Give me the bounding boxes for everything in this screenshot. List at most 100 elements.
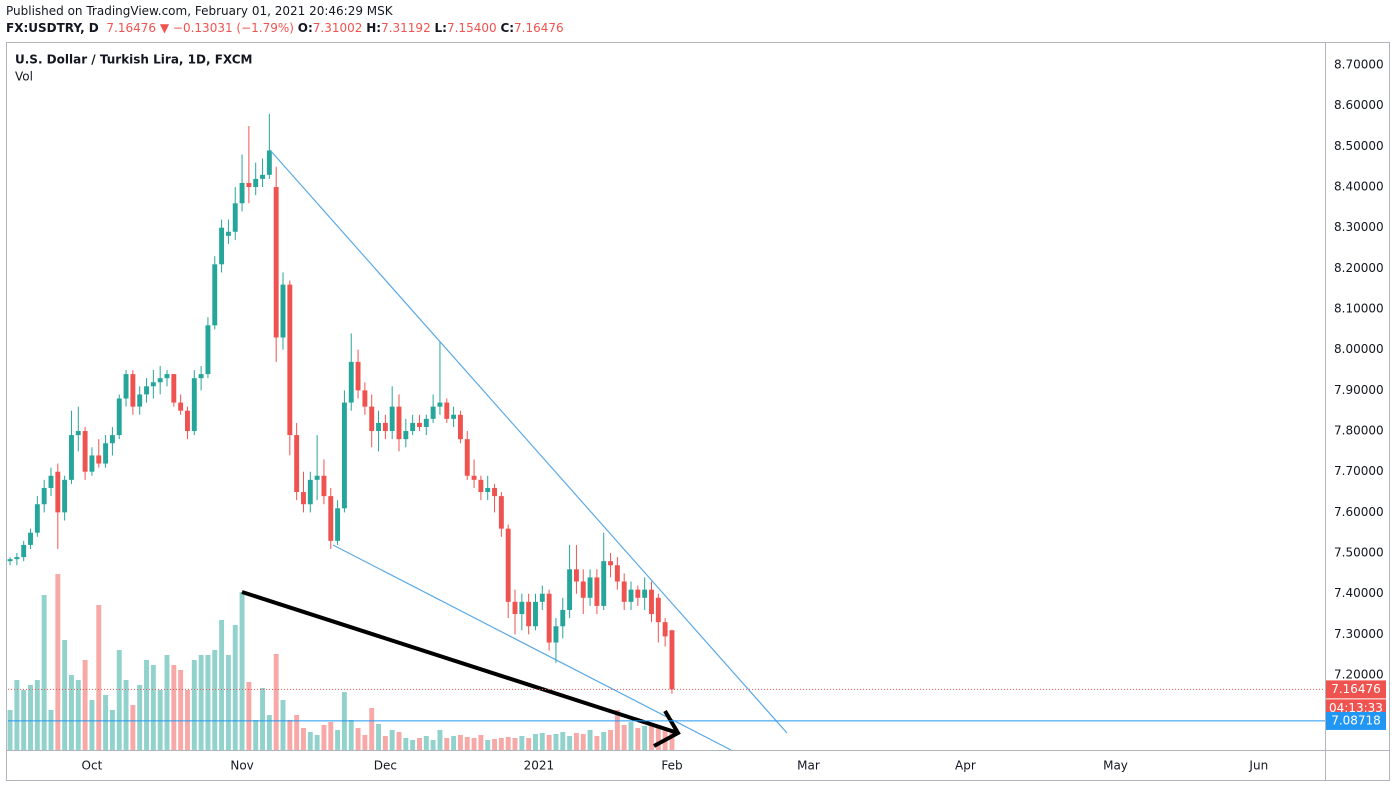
volume-bar	[328, 722, 334, 750]
candle-body	[41, 487, 47, 505]
volume-bar	[587, 730, 593, 750]
candle-body	[219, 227, 225, 265]
volume-bar	[34, 680, 40, 750]
candle-body	[144, 386, 149, 395]
volume-bar	[321, 725, 327, 750]
candle-body	[621, 581, 627, 602]
volume-bar	[21, 690, 27, 750]
volume-bar	[280, 700, 286, 750]
x-tick-label: Mar	[797, 759, 820, 773]
candle-body	[403, 431, 409, 440]
candle-body	[335, 508, 341, 541]
ohlc-value: 7.31002	[312, 21, 363, 35]
candle-body	[437, 402, 443, 407]
volume-bar	[307, 732, 313, 750]
volume-bar	[150, 665, 156, 750]
y-tick-label: 8.50000	[1334, 139, 1384, 153]
candle-body	[526, 601, 532, 627]
y-tick-label: 7.40000	[1334, 586, 1384, 600]
volume-bar	[157, 690, 163, 750]
volume-bar	[457, 735, 463, 750]
volume-bar	[55, 574, 61, 750]
volume-bar	[103, 695, 109, 750]
volume-bar	[669, 730, 675, 750]
volume-bar	[355, 728, 361, 750]
volume-bar	[191, 660, 197, 750]
y-tick-label: 8.10000	[1334, 302, 1384, 316]
horizontal-line-label: 7.08718	[1331, 713, 1381, 727]
candle-body	[573, 569, 579, 582]
candle-body	[328, 496, 334, 541]
x-tick-label: 2021	[524, 759, 555, 773]
candle-body	[75, 431, 81, 436]
x-tick-label: Dec	[374, 759, 397, 773]
candle-body	[539, 593, 545, 602]
volume-bar	[546, 735, 552, 750]
volume-bar	[430, 740, 436, 750]
volume-bar	[246, 682, 252, 750]
candle-body	[628, 589, 634, 602]
candle-body	[533, 601, 538, 627]
volume-bar	[144, 660, 149, 750]
candle-body	[164, 374, 170, 379]
candle-body	[546, 593, 552, 643]
ohlc-label: L:	[434, 21, 447, 35]
candle-body	[464, 439, 470, 476]
volume-bar	[539, 733, 545, 750]
y-tick-label: 7.90000	[1334, 383, 1384, 397]
volume-bar	[123, 680, 129, 750]
volume-bar	[212, 650, 218, 750]
candle-body	[492, 487, 497, 497]
publish-line: Published on TradingView.com, February 0…	[6, 4, 393, 18]
volume-bar	[294, 715, 300, 750]
drawings	[241, 149, 788, 750]
volume-bar	[628, 722, 634, 750]
candle-body	[451, 414, 457, 419]
candle-body	[253, 178, 259, 188]
y-tick-label: 7.60000	[1334, 505, 1384, 519]
candle-body	[410, 422, 416, 432]
countdown-label: 04:13:33	[1329, 701, 1383, 715]
volume-bar	[273, 654, 279, 750]
volume-bar	[464, 737, 470, 750]
volume-bar	[205, 655, 211, 750]
volume-bar	[560, 732, 566, 750]
volume-bar	[526, 738, 532, 750]
candle-body	[655, 597, 661, 623]
volume-bar	[553, 734, 559, 750]
candle-body	[225, 231, 231, 236]
volume-bar	[164, 655, 170, 750]
change: −0.13031 (−1.79%)	[172, 21, 294, 35]
chart-title: U.S. Dollar / Turkish Lira, 1D, FXCM	[15, 53, 252, 67]
candle-body	[396, 406, 402, 440]
last-price-label: 7.16476	[1331, 682, 1381, 696]
volume-bar	[389, 730, 395, 750]
candle-body	[171, 374, 177, 403]
ohlc-value: 7.16476	[514, 21, 564, 35]
candle-body	[498, 496, 504, 529]
volume-bar	[260, 688, 265, 750]
y-tick-label: 7.30000	[1334, 627, 1384, 641]
volume-bar	[423, 736, 429, 750]
axes: 8.70000 8.60000 8.50000 8.40000 8.30000 8.200…	[8, 58, 1386, 773]
candle-body	[423, 418, 429, 427]
volume-bar	[471, 738, 477, 750]
volume-bar	[62, 640, 68, 750]
candle-body	[580, 581, 586, 598]
volume-bar	[28, 685, 33, 750]
volume-bar	[178, 670, 184, 750]
y-tick-label: 7.20000	[1334, 668, 1384, 682]
symbol-line: FX:USDTRY, D 7.16476 ▼ −0.13031 (−1.79%)…	[6, 21, 564, 35]
candle-body	[430, 406, 436, 419]
volume-bar	[301, 728, 306, 750]
candle-body	[662, 622, 668, 637]
volume-bar	[608, 730, 614, 750]
volume-bar	[185, 690, 190, 750]
arrow-head	[653, 709, 681, 748]
volume-bar	[7, 710, 13, 750]
volume-bar	[96, 605, 102, 750]
ohlc-label: C:	[500, 21, 515, 35]
candle-body	[642, 589, 648, 598]
volume-bar	[266, 715, 272, 750]
